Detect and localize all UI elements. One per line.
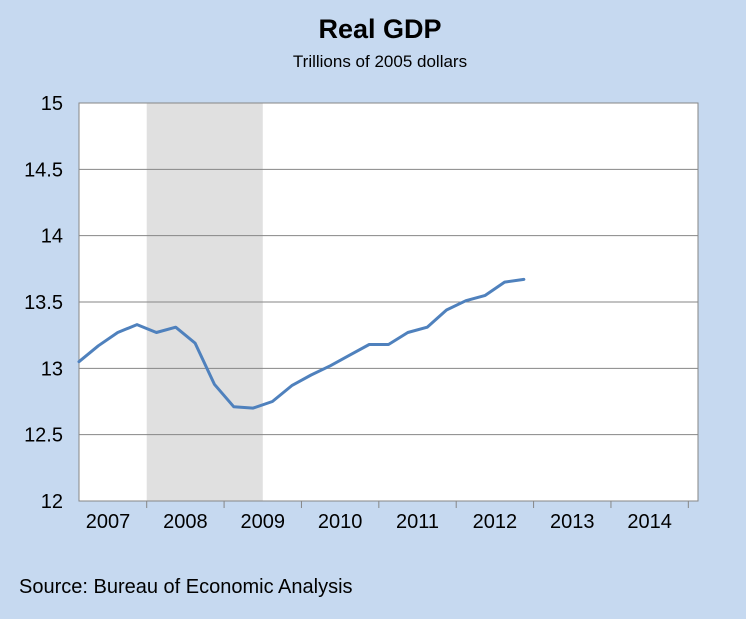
source-note: Source: Bureau of Economic Analysis: [19, 576, 353, 598]
x-tick-label: 2011: [396, 511, 439, 533]
x-tick-label: 2009: [241, 511, 286, 533]
y-tick-label: 15: [41, 93, 63, 115]
chart-subtitle: Trillions of 2005 dollars: [292, 52, 468, 71]
chart-svg: 12 12.5 13 13.5 14 14.5 15 2007 2008 2009 2010 2011…: [24, 93, 699, 533]
x-tick-label: 2010: [318, 511, 363, 533]
x-tick-label: 2012: [473, 511, 518, 533]
x-tick-label: 2014: [627, 511, 672, 533]
y-tick-label: 13: [41, 358, 63, 380]
y-tick-label: 14.5: [24, 159, 63, 181]
series-line: [77, 277, 526, 410]
plot-border: [78, 102, 699, 502]
x-tick-label: 2008: [163, 511, 208, 533]
x-tick-label: 2013: [550, 511, 595, 533]
x-tick-label: 2007: [86, 511, 131, 533]
y-tick-label: 13.5: [24, 292, 63, 314]
y-tick-label: 12: [41, 491, 63, 513]
y-tick-label: 12.5: [24, 425, 63, 447]
y-tick-label: 14: [41, 226, 63, 248]
chart-title: Real GDP: [318, 14, 442, 44]
